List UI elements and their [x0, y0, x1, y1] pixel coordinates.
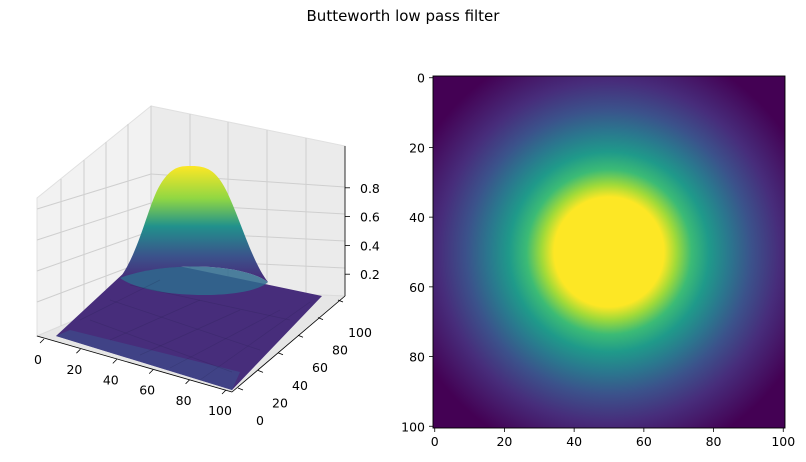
heatmap-image — [433, 76, 785, 428]
surface-y-tick-label: 20 — [272, 395, 288, 410]
surface-y-tick-mark — [337, 299, 344, 303]
surface-x-tick-label: 20 — [66, 362, 82, 377]
x-axis-line — [36, 335, 233, 393]
surface-x-tick-label: 40 — [103, 372, 119, 387]
surface-x-tick-mark — [76, 348, 81, 354]
surface-y-tick-label: 60 — [312, 360, 328, 375]
surface-x-tick-mark — [39, 338, 45, 344]
heatmap-plot: 0 20 40 60 80 100 0 20 40 60 80 100 — [401, 71, 795, 449]
surface-y-tick-label: 40 — [292, 378, 308, 393]
surface-z-tick-label: 0.6 — [360, 210, 380, 225]
heatmap-y-tick-label: 100 — [401, 419, 425, 434]
heatmap-y-tick-label: 40 — [409, 210, 425, 225]
heatmap-x-tick-label: 100 — [771, 434, 795, 449]
surface-z-tick-label: 0.8 — [360, 181, 380, 196]
surface-x-tick-mark — [185, 379, 190, 385]
heatmap-y-ticks: 0 20 40 60 80 100 — [401, 71, 433, 434]
heatmap-x-tick-label: 40 — [566, 434, 582, 449]
surface-y-tick-mark — [257, 370, 264, 373]
surface-z-ticks: 0.2 0.4 0.6 0.8 — [345, 181, 380, 282]
surface-x-tick-mark — [112, 359, 118, 364]
surface-y-tick-label: 100 — [348, 325, 372, 340]
surface-z-tick-label: 0.4 — [360, 238, 380, 253]
figure-title: Butteworth low pass filter — [306, 7, 500, 25]
surface-x-ticks: 0 20 40 60 80 100 — [34, 338, 232, 418]
heatmap-x-tick-label: 60 — [636, 434, 652, 449]
surface-x-tick-label: 0 — [34, 352, 42, 367]
surface-bump — [120, 165, 268, 282]
surface-bump-lower — [120, 266, 268, 296]
heatmap-y-tick-label: 20 — [409, 140, 425, 155]
surface-front-band — [56, 330, 240, 390]
heatmap-x-tick-label: 20 — [496, 434, 512, 449]
surface-skirt — [56, 258, 322, 390]
surface-y-tick-mark — [237, 387, 244, 391]
surface-mesh — [79, 279, 311, 381]
surface-z-tick-label: 0.2 — [360, 267, 380, 282]
heatmap-y-tick-label: 0 — [417, 71, 425, 86]
heatmap-x-tick-label: 0 — [431, 434, 439, 449]
surface-x-tick-label: 80 — [176, 393, 192, 408]
heatmap-x-tick-label: 80 — [706, 434, 722, 449]
surface-y-tick-label: 80 — [332, 343, 348, 358]
surface-x-tick-mark — [221, 389, 227, 395]
y-axis-line — [231, 295, 346, 393]
surface-y-tick-label: 0 — [256, 413, 264, 428]
surface-x-tick-mark — [148, 369, 154, 374]
surface-x-tick-label: 60 — [139, 383, 155, 398]
surface-x-tick-label: 100 — [208, 403, 232, 418]
heatmap-y-tick-label: 80 — [409, 350, 425, 365]
heatmap-y-tick-label: 60 — [409, 280, 425, 295]
heatmap-x-ticks: 0 20 40 60 80 100 — [431, 428, 795, 449]
surface-y-tick-mark — [317, 317, 324, 320]
surface-y-tick-mark — [297, 334, 304, 338]
heatmap-frame — [432, 75, 786, 429]
surface-y-tick-mark — [277, 352, 284, 356]
